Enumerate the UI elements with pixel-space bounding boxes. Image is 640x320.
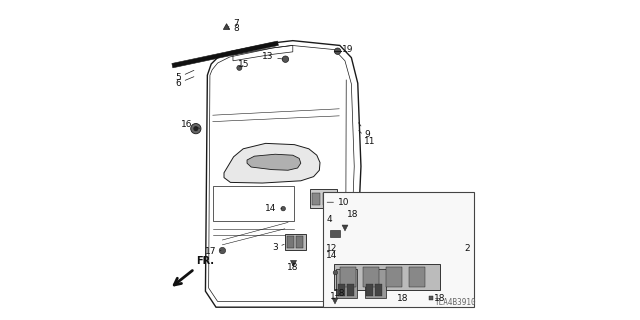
Text: TLA4B3910: TLA4B3910 (435, 298, 476, 307)
Bar (340, 267, 356, 287)
Text: 11: 11 (359, 131, 376, 146)
Bar (366, 284, 374, 296)
Bar (287, 236, 294, 248)
Bar (338, 284, 345, 296)
Bar (364, 267, 379, 287)
Text: 7: 7 (228, 19, 239, 28)
Circle shape (191, 124, 201, 134)
Bar (410, 267, 425, 287)
Text: 4: 4 (327, 215, 333, 224)
Text: 3: 3 (272, 244, 284, 252)
Text: 5: 5 (175, 70, 194, 82)
Text: 13: 13 (262, 52, 283, 61)
Circle shape (282, 56, 289, 62)
Polygon shape (223, 24, 230, 29)
Circle shape (237, 65, 242, 70)
Text: 18: 18 (287, 263, 298, 272)
Text: 16: 16 (180, 120, 200, 129)
Bar (310, 189, 337, 208)
Text: 12: 12 (326, 244, 337, 253)
Bar (336, 269, 357, 298)
Text: FR.: FR. (196, 256, 214, 266)
Text: 8: 8 (228, 24, 239, 33)
Text: 14: 14 (326, 252, 337, 260)
Circle shape (193, 126, 198, 131)
Polygon shape (224, 143, 320, 183)
Bar (312, 193, 321, 205)
Text: 1: 1 (330, 292, 335, 301)
Text: 18: 18 (347, 210, 358, 219)
Bar (375, 284, 383, 296)
Text: 15: 15 (239, 60, 250, 69)
Text: 18: 18 (334, 289, 346, 298)
Bar (330, 230, 340, 237)
Text: 18: 18 (397, 294, 408, 303)
Text: 19: 19 (338, 45, 353, 54)
Circle shape (335, 48, 341, 54)
Text: 17: 17 (205, 247, 221, 256)
Text: 6: 6 (175, 77, 194, 88)
Bar (285, 234, 306, 250)
Bar (365, 269, 385, 298)
Polygon shape (172, 41, 278, 68)
Circle shape (333, 270, 338, 275)
Circle shape (281, 206, 285, 211)
Text: 18: 18 (434, 294, 445, 303)
Bar (323, 193, 331, 205)
Bar (323, 192, 474, 307)
Text: 9: 9 (358, 123, 370, 139)
Bar (347, 284, 354, 296)
Text: 2: 2 (464, 244, 470, 253)
Bar (334, 264, 440, 290)
Text: 10: 10 (327, 198, 349, 207)
Circle shape (219, 247, 226, 254)
Polygon shape (247, 154, 301, 170)
Text: 14: 14 (266, 204, 282, 213)
Bar (296, 236, 303, 248)
Bar (387, 267, 403, 287)
